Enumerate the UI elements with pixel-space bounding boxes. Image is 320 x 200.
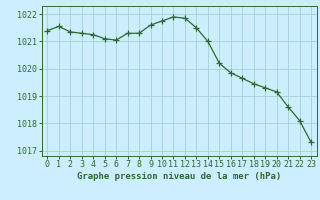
X-axis label: Graphe pression niveau de la mer (hPa): Graphe pression niveau de la mer (hPa) <box>77 172 281 181</box>
